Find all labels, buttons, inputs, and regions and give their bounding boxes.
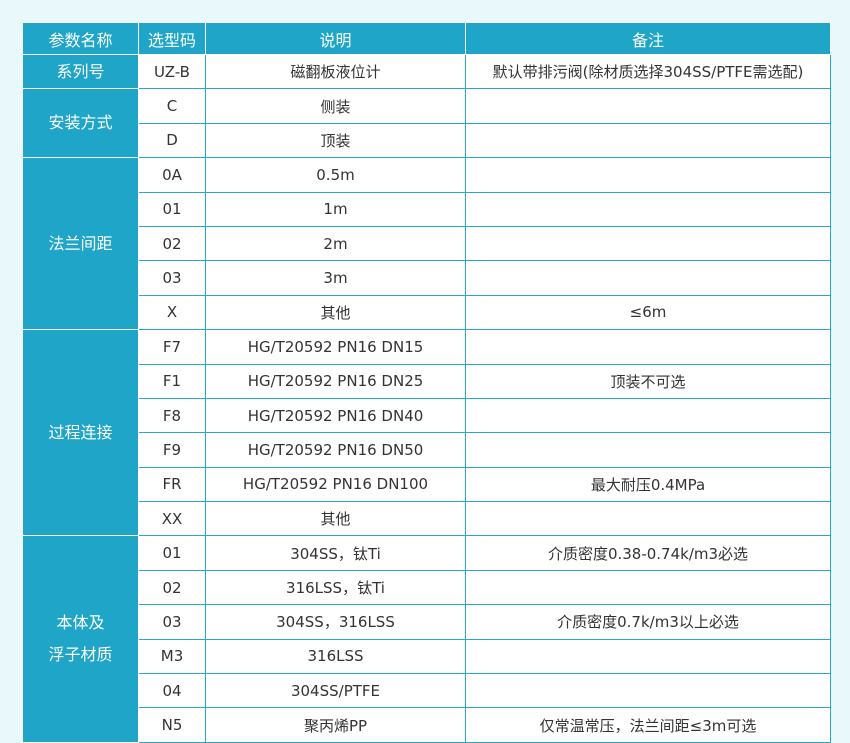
- desc-cell: 顶装: [205, 122, 466, 159]
- table-row: 01 1m: [23, 191, 831, 227]
- note-cell: [465, 569, 831, 606]
- table-row: N5 聚丙烯PP 仅常温常压，法兰间距≤3m可选: [23, 707, 831, 743]
- table-row: 03 304SS，316LSS 介质密度0.7k/m3以上必选: [23, 604, 831, 640]
- header-cell: 选型码: [138, 22, 206, 55]
- header-cell: 参数名称: [22, 22, 139, 55]
- table-row: X 其他 ≤6m: [23, 294, 831, 331]
- desc-cell: 其他: [205, 501, 466, 537]
- code-cell: XX: [138, 501, 206, 537]
- code-cell: F9: [138, 432, 206, 468]
- desc-cell: 316LSS: [205, 638, 466, 675]
- note-cell: [465, 122, 831, 159]
- note-cell: 默认带排污阀(除材质选择304SS/PTFE需选配): [465, 53, 831, 90]
- code-cell: F7: [138, 329, 206, 365]
- table-row: D 顶装: [23, 122, 831, 159]
- code-cell: 02: [138, 569, 206, 606]
- desc-cell: HG/T20592 PN16 DN100: [205, 466, 466, 503]
- desc-cell: HG/T20592 PN16 DN40: [205, 397, 466, 434]
- note-cell: [465, 157, 831, 193]
- table-row: 安装方式 C 侧装: [22, 88, 831, 159]
- desc-cell: 316LSS，钛Ti: [205, 569, 466, 606]
- code-cell: F8: [138, 397, 206, 434]
- desc-cell: HG/T20592 PN16 DN25: [205, 363, 466, 399]
- desc-cell: 304SS，钛Ti: [205, 535, 466, 571]
- code-cell: FR: [138, 466, 206, 503]
- table-body: 系列号 UZ-B 磁翻板液位计 默认带排污阀(除材质选择304SS/PTFE需选配) 安…: [22, 53, 831, 743]
- table-row: 过程连接 F7 HG/T20592 PN16 DN15: [22, 329, 831, 537]
- desc-cell: 磁翻板液位计: [205, 53, 466, 90]
- table-row: XX 其他: [23, 501, 831, 537]
- table-row: F8 HG/T20592 PN16 DN40: [23, 397, 831, 434]
- desc-cell: HG/T20592 PN16 DN15: [205, 329, 466, 365]
- note-cell: [465, 432, 831, 468]
- code-cell: X: [138, 294, 206, 331]
- desc-cell: 2m: [205, 225, 466, 262]
- note-cell: [465, 191, 831, 227]
- code-cell: 03: [138, 604, 206, 640]
- table-row: 系列号 UZ-B 磁翻板液位计 默认带排污阀(除材质选择304SS/PTFE需选配): [22, 53, 831, 90]
- desc-cell: 304SS/PTFE: [205, 673, 466, 709]
- code-cell: 04: [138, 673, 206, 709]
- desc-cell: 聚丙烯PP: [205, 707, 466, 743]
- table-row: 本体及 浮子材质 01 304SS，钛Ti 介质密度0.38-0.74k/m3必选: [22, 535, 831, 743]
- desc-cell: 304SS，316LSS: [205, 604, 466, 640]
- note-cell: 顶装不可选: [465, 363, 831, 399]
- table-row: 02 2m: [23, 225, 831, 262]
- spec-table-wrap: 参数名称 选型码 说明 备注 系列号 UZ-B 磁翻板液位计 默认带排污阀(除材质选择304…: [22, 22, 831, 743]
- desc-cell: 其他: [205, 294, 466, 331]
- table-row: 02 316LSS，钛Ti: [23, 569, 831, 606]
- note-cell: ≤6m: [465, 294, 831, 331]
- desc-cell: HG/T20592 PN16 DN50: [205, 432, 466, 468]
- group-label: 法兰间距: [22, 157, 139, 331]
- desc-cell: 侧装: [205, 88, 466, 124]
- note-cell: [465, 397, 831, 434]
- code-cell: C: [138, 88, 206, 124]
- desc-cell: 3m: [205, 260, 466, 296]
- code-cell: 01: [138, 535, 206, 571]
- desc-cell: 1m: [205, 191, 466, 227]
- note-cell: [465, 225, 831, 262]
- table-row: 04 304SS/PTFE: [23, 673, 831, 709]
- table-row: FR HG/T20592 PN16 DN100 最大耐压0.4MPa: [23, 466, 831, 503]
- group-label: 本体及 浮子材质: [22, 535, 139, 743]
- note-cell: [465, 501, 831, 537]
- code-cell: N5: [138, 707, 206, 743]
- header-cell: 备注: [465, 22, 831, 55]
- note-cell: [465, 673, 831, 709]
- header-cell: 说明: [205, 22, 466, 55]
- spec-table: 参数名称 选型码 说明 备注 系列号 UZ-B 磁翻板液位计 默认带排污阀(除材质选择304…: [22, 22, 831, 743]
- group-label: 安装方式: [22, 88, 139, 159]
- note-cell: 介质密度0.7k/m3以上必选: [465, 604, 831, 640]
- note-cell: [465, 329, 831, 365]
- desc-cell: 0.5m: [205, 157, 466, 193]
- table-row: M3 316LSS: [23, 638, 831, 675]
- code-cell: 0A: [138, 157, 206, 193]
- table-row: F9 HG/T20592 PN16 DN50: [23, 432, 831, 468]
- table-row: 03 3m: [23, 260, 831, 296]
- table-row: 法兰间距 0A 0.5m: [22, 157, 831, 331]
- note-cell: 最大耐压0.4MPa: [465, 466, 831, 503]
- code-cell: D: [138, 122, 206, 159]
- code-cell: 01: [138, 191, 206, 227]
- group-label: 系列号: [22, 53, 139, 90]
- header-row: 参数名称 选型码 说明 备注: [22, 22, 831, 55]
- note-cell: 仅常温常压，法兰间距≤3m可选: [465, 707, 831, 743]
- table-row: F1 HG/T20592 PN16 DN25 顶装不可选: [23, 363, 831, 399]
- code-cell: M3: [138, 638, 206, 675]
- note-cell: 介质密度0.38-0.74k/m3必选: [465, 535, 831, 571]
- note-cell: [465, 638, 831, 675]
- code-cell: 03: [138, 260, 206, 296]
- group-label: 过程连接: [22, 329, 139, 537]
- code-cell: UZ-B: [138, 53, 206, 90]
- note-cell: [465, 260, 831, 296]
- code-cell: 02: [138, 225, 206, 262]
- code-cell: F1: [138, 363, 206, 399]
- note-cell: [465, 88, 831, 124]
